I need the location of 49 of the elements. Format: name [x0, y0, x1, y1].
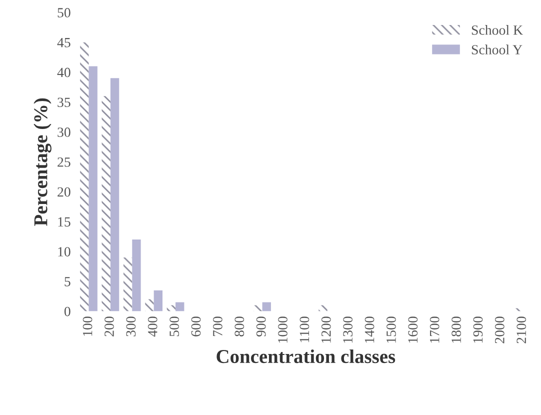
x-tick-label: 600 [191, 316, 201, 336]
bar [176, 302, 184, 312]
y-tick-label: 35 [58, 98, 70, 108]
x-tick-label: 2100 [516, 316, 526, 344]
x-tick-label: 1200 [321, 316, 331, 343]
bar [102, 96, 110, 312]
y-tick-label: 0 [64, 306, 70, 316]
x-tick-label: 1100 [300, 316, 310, 342]
x-tick-label: 400 [148, 316, 158, 337]
x-tick-label: 2000 [494, 316, 504, 344]
x-tick-label: 1600 [408, 316, 418, 343]
y-tick-label: 10 [58, 247, 70, 256]
x-tick-label: 1000 [278, 316, 288, 343]
x-tick-label: 1400 [364, 316, 374, 343]
y-tick-label: 15 [58, 217, 70, 227]
bar [262, 302, 271, 312]
x-tick-label: 900 [256, 316, 266, 336]
y-tick-label: 45 [57, 38, 70, 48]
y-tick-label: 5 [64, 277, 70, 286]
x-tick-label: 1900 [473, 316, 483, 343]
x-tick-label: 1300 [343, 316, 353, 343]
y-tick-label: 20 [58, 187, 70, 197]
legend-label: School K [472, 25, 523, 35]
x-tick-label: 500 [170, 316, 179, 336]
x-tick-label: 300 [126, 316, 136, 336]
x-tick-label: 1700 [430, 316, 440, 343]
x-tick-label: 800 [234, 316, 244, 336]
bar [110, 78, 120, 312]
y-tick-label: 30 [58, 128, 70, 137]
x-tick-label: 700 [213, 316, 222, 336]
x-tick-label: 100 [82, 316, 92, 336]
legend-label: School Y [472, 44, 522, 54]
bar [166, 305, 176, 312]
y-tick-label: 50 [58, 8, 70, 18]
bar [88, 66, 98, 312]
y-tick-label: 25 [58, 157, 70, 167]
bar [154, 290, 163, 312]
x-tick-label: 1800 [452, 316, 461, 343]
y-tick-label: 40 [57, 68, 70, 78]
x-axis-title: Concentration classes [216, 349, 396, 364]
x-tick-label: 1500 [386, 316, 396, 343]
y-axis-title: Percentage (%) [34, 98, 52, 226]
bar [145, 299, 154, 312]
x-tick-label: 200 [104, 316, 114, 336]
bar [80, 42, 89, 312]
bar [132, 240, 141, 312]
bar [254, 305, 262, 312]
bar [123, 257, 132, 312]
bar [318, 305, 328, 312]
